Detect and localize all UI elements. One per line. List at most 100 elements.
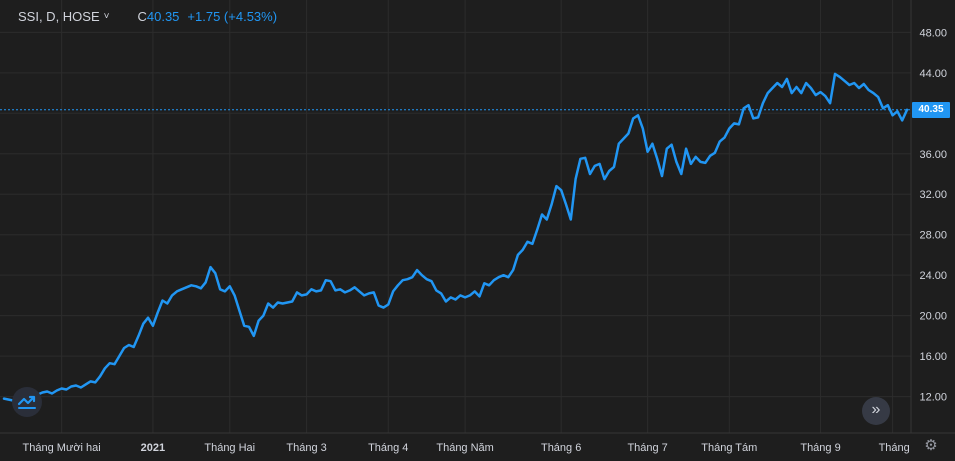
- data-point: [762, 102, 764, 104]
- data-point: [329, 280, 331, 282]
- data-point: [416, 269, 418, 271]
- data-point: [555, 185, 557, 187]
- data-point: [56, 389, 58, 391]
- data-point: [233, 294, 235, 296]
- data-point: [594, 165, 596, 167]
- data-point: [834, 73, 836, 75]
- data-point: [613, 166, 615, 168]
- x-tick-label: Tháng: [879, 442, 910, 454]
- data-point: [46, 390, 48, 392]
- data-point: [704, 162, 706, 164]
- data-point: [80, 386, 82, 388]
- data-point: [627, 132, 629, 134]
- data-point: [685, 148, 687, 150]
- data-point: [733, 122, 735, 124]
- data-point: [224, 290, 226, 292]
- data-point: [526, 241, 528, 243]
- data-point: [598, 163, 600, 165]
- data-point: [478, 295, 480, 297]
- data-point: [190, 284, 192, 286]
- data-point: [786, 78, 788, 80]
- data-point: [603, 178, 605, 180]
- data-point: [637, 114, 639, 116]
- data-point: [536, 228, 538, 230]
- data-point: [589, 173, 591, 175]
- tradingview-logo-icon[interactable]: [12, 387, 42, 417]
- y-tick-label: 24.00: [919, 270, 947, 282]
- data-point: [646, 151, 648, 153]
- chart-legend: SSI, D, HOSE ˅ C 40.35 +1.75 (+4.53%): [18, 9, 277, 24]
- data-point: [642, 127, 644, 129]
- data-point: [305, 293, 307, 295]
- data-point: [349, 289, 351, 291]
- x-axis-ticks: Tháng Mười hai 2021 Tháng Hai Tháng 3 Tháng …: [23, 442, 910, 454]
- data-point: [397, 284, 399, 286]
- data-point: [795, 86, 797, 88]
- data-point: [843, 80, 845, 82]
- data-point: [829, 102, 831, 104]
- double-chevron-right-icon[interactable]: »: [862, 397, 890, 425]
- x-tick-label: 2021: [141, 442, 165, 454]
- y-tick-label: 12.00: [919, 392, 947, 404]
- data-point: [334, 289, 336, 291]
- change-value: +1.75 (+4.53%): [187, 9, 278, 24]
- data-point: [392, 290, 394, 292]
- data-point: [325, 279, 327, 281]
- logo-glyph: [17, 395, 36, 409]
- x-tick-label: Tháng Tám: [701, 442, 757, 454]
- data-point: [421, 274, 423, 276]
- data-point: [459, 294, 461, 296]
- data-point: [387, 303, 389, 305]
- data-point: [776, 82, 778, 84]
- data-point: [262, 314, 264, 316]
- data-point: [272, 306, 274, 308]
- data-point: [157, 311, 159, 313]
- data-point: [579, 158, 581, 160]
- data-point: [618, 142, 620, 144]
- data-point: [522, 249, 524, 251]
- data-point: [229, 285, 231, 287]
- data-point: [517, 254, 519, 256]
- data-point: [118, 355, 120, 357]
- data-point: [286, 301, 288, 303]
- data-point: [906, 109, 908, 111]
- data-point: [608, 170, 610, 172]
- data-point: [901, 119, 903, 121]
- symbol-label[interactable]: SSI, D, HOSE: [18, 9, 100, 24]
- data-point: [315, 290, 317, 292]
- grid: [0, 0, 911, 433]
- data-point: [863, 83, 865, 85]
- data-point: [132, 346, 134, 348]
- data-point: [89, 380, 91, 382]
- data-point: [108, 362, 110, 364]
- data-point: [771, 87, 773, 89]
- data-point: [195, 285, 197, 287]
- data-point: [507, 276, 509, 278]
- y-tick-label: 32.00: [919, 189, 947, 201]
- data-point: [699, 161, 701, 163]
- data-point: [632, 117, 634, 119]
- data-point: [714, 152, 716, 154]
- data-point: [166, 302, 168, 304]
- data-point: [541, 213, 543, 215]
- y-tick-label: 36.00: [919, 149, 947, 161]
- data-point: [377, 304, 379, 306]
- data-point: [84, 383, 86, 385]
- x-tick-label: Tháng 3: [286, 442, 326, 454]
- chevron-down-icon[interactable]: ˅: [103, 11, 110, 22]
- data-point: [622, 137, 624, 139]
- data-point: [670, 143, 672, 145]
- data-point: [675, 161, 677, 163]
- data-point: [488, 284, 490, 286]
- y-tick-label: 44.00: [919, 68, 947, 80]
- gear-icon[interactable]: ⚙: [924, 437, 938, 454]
- y-tick-label: 48.00: [919, 27, 947, 39]
- data-point: [281, 302, 283, 304]
- data-point: [353, 286, 355, 288]
- data-point: [690, 163, 692, 165]
- data-point: [449, 296, 451, 298]
- data-point: [123, 347, 125, 349]
